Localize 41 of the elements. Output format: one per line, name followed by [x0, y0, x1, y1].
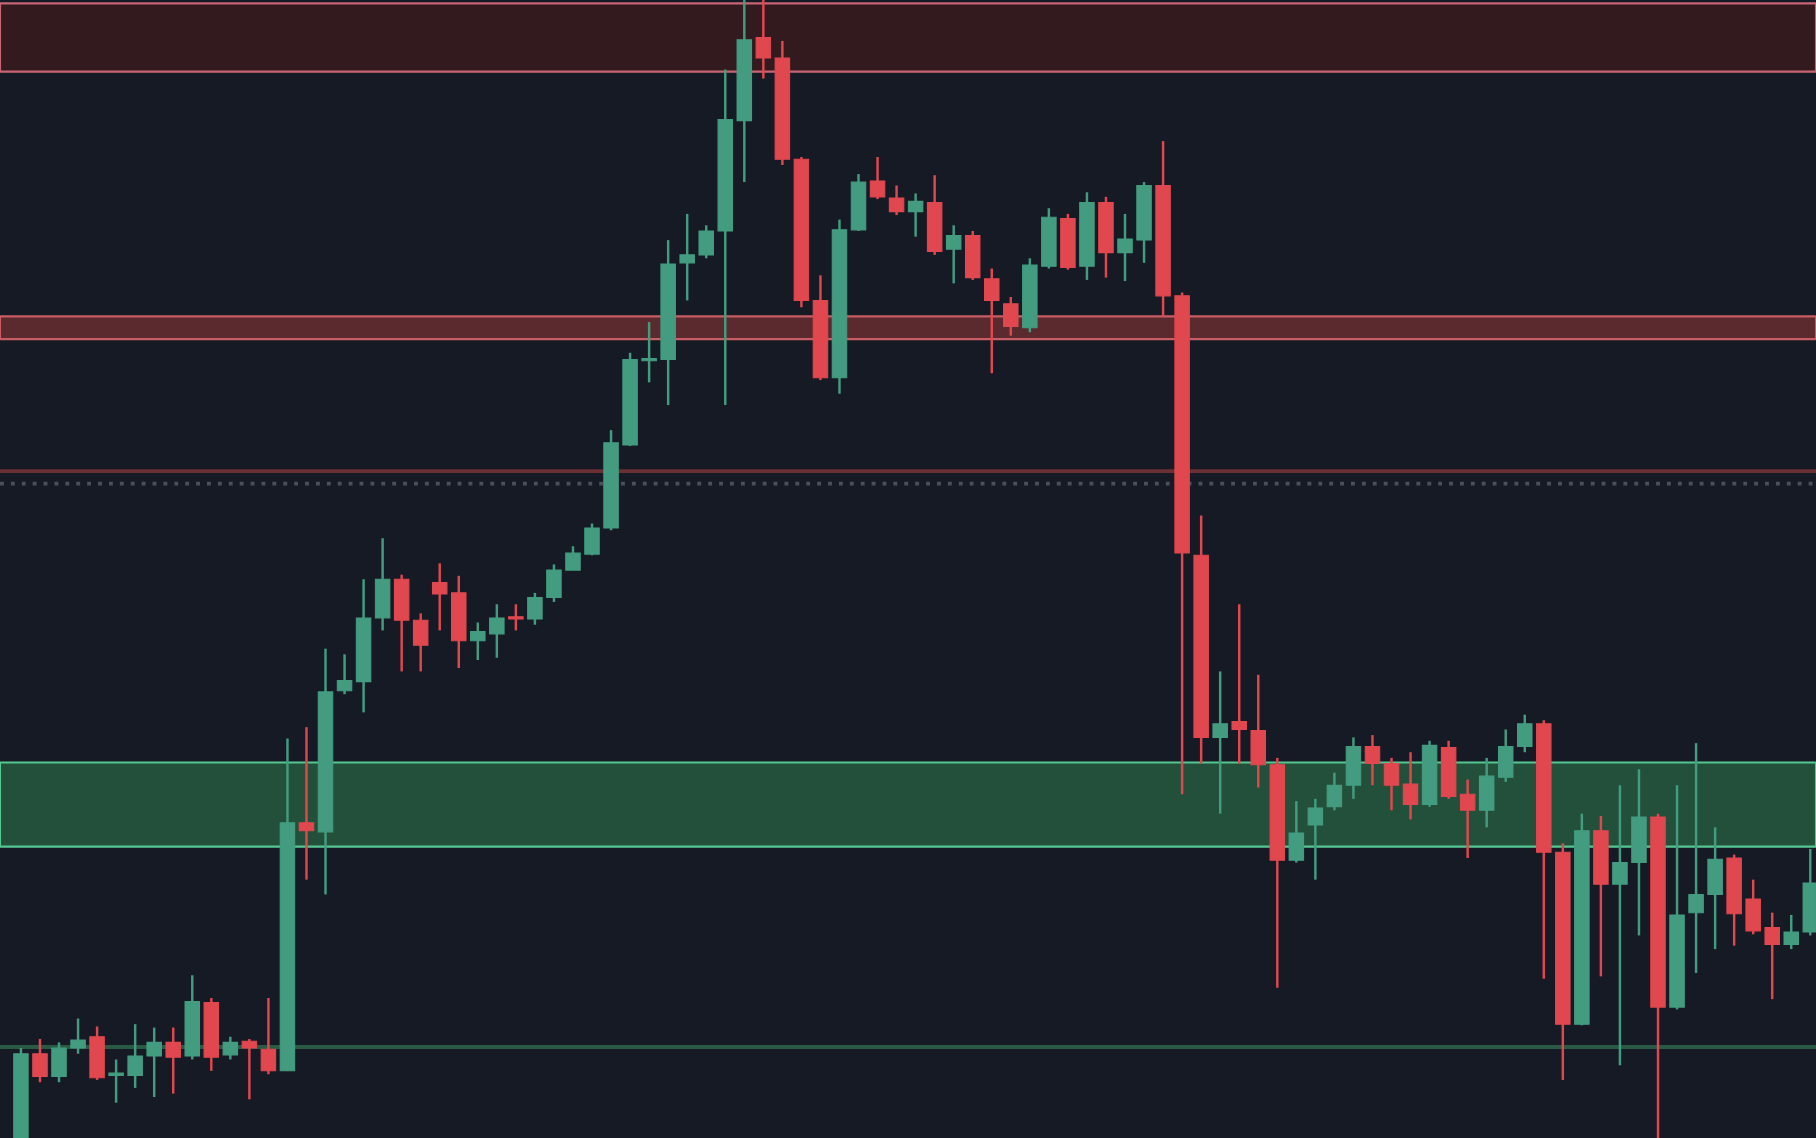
candlestick — [470, 621, 486, 662]
candlestick — [945, 224, 962, 285]
candlestick — [907, 192, 924, 238]
candlestick — [146, 1026, 162, 1099]
candlestick — [222, 1035, 239, 1061]
candlestick — [431, 562, 448, 632]
candlestick — [70, 1017, 86, 1055]
candlestick — [1003, 295, 1019, 337]
candlestick — [679, 212, 695, 302]
candlestick — [165, 1026, 181, 1095]
candlestick — [1783, 913, 1800, 951]
candlestick — [127, 1022, 143, 1090]
candlestick — [1688, 741, 1704, 975]
candlestick — [1612, 783, 1628, 1067]
candlestick — [869, 155, 886, 201]
candlestick — [1516, 713, 1533, 754]
candlestick — [260, 996, 277, 1076]
candlestick — [336, 653, 353, 696]
candlestick — [1117, 212, 1133, 283]
candlestick — [1459, 778, 1476, 860]
candlestick — [1364, 733, 1381, 787]
candlestick — [1326, 771, 1343, 812]
candlestick — [698, 224, 714, 260]
candlestick — [108, 1058, 124, 1104]
candlestick — [888, 184, 905, 217]
candlestick — [527, 591, 543, 626]
candlestick — [565, 544, 581, 572]
candlestick — [489, 603, 505, 659]
candlestick — [32, 1037, 48, 1084]
candlestick — [755, 0, 772, 80]
candlestick — [1402, 750, 1419, 821]
candlestick — [298, 725, 315, 881]
candlestick — [1212, 670, 1228, 815]
candlestick — [1307, 797, 1324, 881]
candlestick — [508, 603, 524, 632]
candlestick — [1231, 603, 1247, 765]
candlestick — [641, 320, 657, 384]
candlestick — [984, 267, 1000, 375]
candlestick — [1383, 756, 1400, 812]
candlestick — [1764, 911, 1780, 1001]
candlestick — [241, 1037, 258, 1101]
